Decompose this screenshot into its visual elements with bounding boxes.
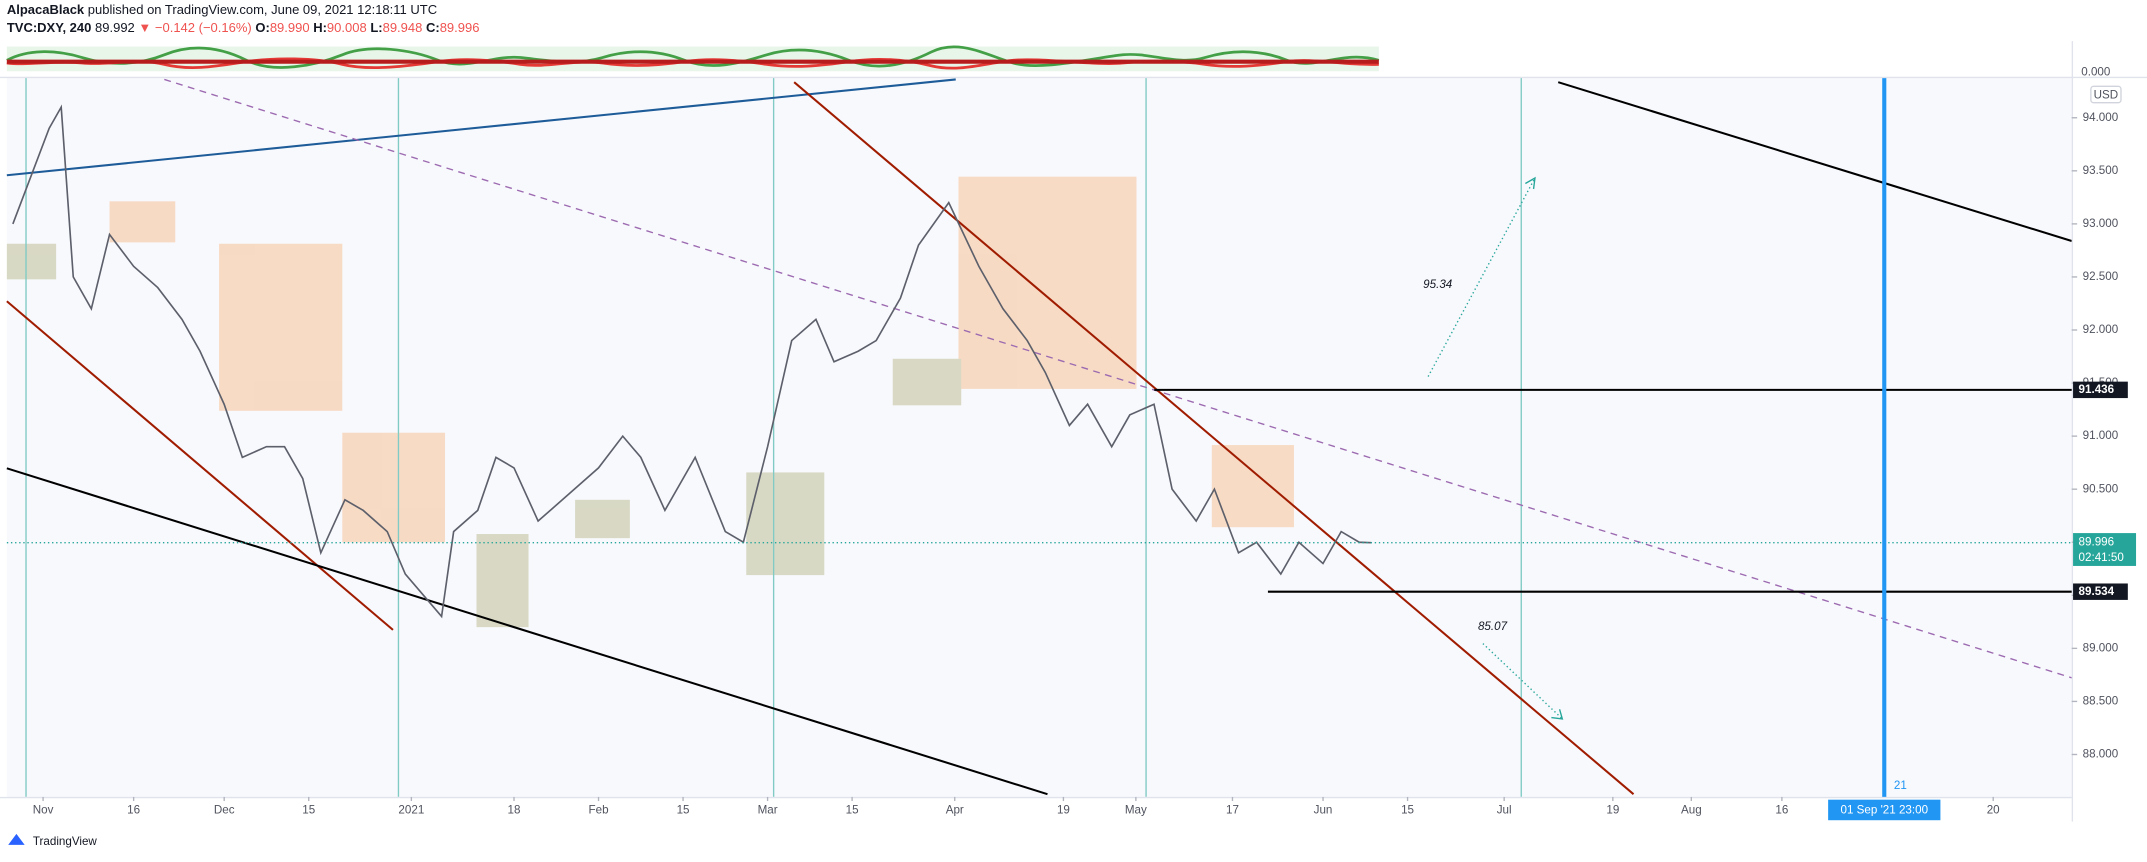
- ohlc-key: O:: [255, 20, 269, 35]
- level-label-box: [2073, 381, 2128, 399]
- x-tick-label: Nov: [33, 804, 54, 817]
- level-label-box: [2073, 583, 2128, 600]
- level-label: 91.436: [2079, 383, 2115, 396]
- price-line: [12, 104, 1372, 619]
- x-tick-label: Dec: [214, 804, 235, 817]
- y-tick-label: 90.500: [2083, 482, 2119, 495]
- x-tick-label: 20: [1987, 804, 2000, 817]
- y-tick-label: 89.000: [2083, 641, 2119, 654]
- cursor-marker: 21: [1894, 779, 1907, 792]
- ohlc-value: 89.948: [383, 20, 423, 35]
- published: published on TradingView.com, June 09, 2…: [88, 2, 437, 17]
- x-tick-label: 16: [127, 804, 140, 817]
- symbol: TVC:DXY, 240: [7, 20, 92, 35]
- x-tick-label: Apr: [946, 804, 964, 817]
- session-lines: [25, 78, 1522, 797]
- ohlc-value: 89.990: [270, 20, 310, 35]
- zone: [892, 358, 962, 406]
- brand: TradingView: [33, 835, 98, 848]
- trend-line: [6, 467, 1048, 796]
- cursor-label: 01 Sep '21 23:00: [1841, 804, 1929, 817]
- annotation: 95.34: [1423, 278, 1453, 291]
- currency: USD: [2094, 88, 2119, 101]
- y-tick-label: 93.000: [2083, 217, 2119, 230]
- ohlc-key: C:: [426, 20, 440, 35]
- x-tick-label: 19: [1606, 804, 1619, 817]
- trend-line: [164, 78, 2072, 679]
- trend-line: [6, 300, 394, 631]
- trend-line: [1557, 81, 2072, 242]
- x-tick-label: 15: [302, 804, 315, 817]
- currency-box: [2090, 85, 2122, 104]
- current-price-box: [2073, 533, 2137, 566]
- zone: [1211, 445, 1294, 528]
- annotation: 85.07: [1478, 620, 1508, 633]
- current-price-label: 89.996: [2079, 536, 2115, 549]
- zone: [575, 499, 630, 539]
- trend-line: [793, 81, 1635, 795]
- zones: [6, 176, 1294, 628]
- x-tick-label: 19: [1057, 804, 1070, 817]
- level-label: 89.534: [2079, 585, 2115, 598]
- ohlc-key: H:: [313, 20, 327, 35]
- y-tick-label: 91.000: [2083, 429, 2119, 442]
- x-tick-label: 18: [508, 804, 521, 817]
- author: AlpacaBlack: [7, 2, 85, 17]
- x-tick-label: 2021: [398, 804, 424, 817]
- x-tick-label: 15: [677, 804, 690, 817]
- ohlc-value: 89.996: [440, 20, 480, 35]
- x-tick-label: 15: [846, 804, 859, 817]
- x-tick-label: Feb: [589, 804, 609, 817]
- cursor-box: [1828, 799, 1941, 821]
- x-tick-label: Aug: [1681, 804, 1702, 817]
- change: ▼ −0.142 (−0.16%): [138, 20, 251, 35]
- countdown: 02:41:50: [2079, 551, 2125, 564]
- y-tick-label: 92.000: [2083, 323, 2119, 336]
- y-tick-label: 94.000: [2083, 111, 2119, 124]
- zone: [342, 432, 446, 543]
- x-tick-label: Jun: [1314, 804, 1333, 817]
- x-tick-label: May: [1125, 804, 1147, 817]
- oscillator-label: 0.000: [2081, 66, 2111, 79]
- zone: [219, 243, 343, 411]
- oscillator-band: [6, 46, 1379, 72]
- projection-arrow: [1427, 177, 1536, 377]
- trend-line: [6, 78, 956, 177]
- ohlc-value: 90.008: [327, 20, 367, 35]
- x-tick-label: Mar: [758, 804, 778, 817]
- y-tick-label: 88.000: [2083, 748, 2119, 761]
- brand-logo: [8, 833, 25, 845]
- y-tick-label: 88.500: [2083, 695, 2119, 708]
- x-tick-label: Jul: [1497, 804, 1512, 817]
- arrow-head: [1525, 176, 1536, 190]
- ohlc-key: L:: [370, 20, 382, 35]
- x-tick-label: 17: [1226, 804, 1239, 817]
- zone: [109, 201, 176, 243]
- zone: [746, 472, 825, 576]
- x-tick-label: 16: [1775, 804, 1788, 817]
- header-line-2: TVC:DXY, 240 89.992 ▼ −0.142 (−0.16%) O:…: [7, 20, 480, 35]
- y-tick-label: 92.500: [2083, 270, 2119, 283]
- last: 89.992: [95, 20, 135, 35]
- zone: [6, 243, 57, 280]
- x-tick-label: 15: [1401, 804, 1414, 817]
- plot-area: [6, 78, 2072, 797]
- header-line-1: AlpacaBlack published on TradingView.com…: [7, 2, 437, 17]
- y-tick-label: 93.500: [2083, 164, 2119, 177]
- zone: [476, 534, 529, 628]
- projection-arrow: [1482, 643, 1563, 720]
- arrow-head: [1551, 709, 1564, 720]
